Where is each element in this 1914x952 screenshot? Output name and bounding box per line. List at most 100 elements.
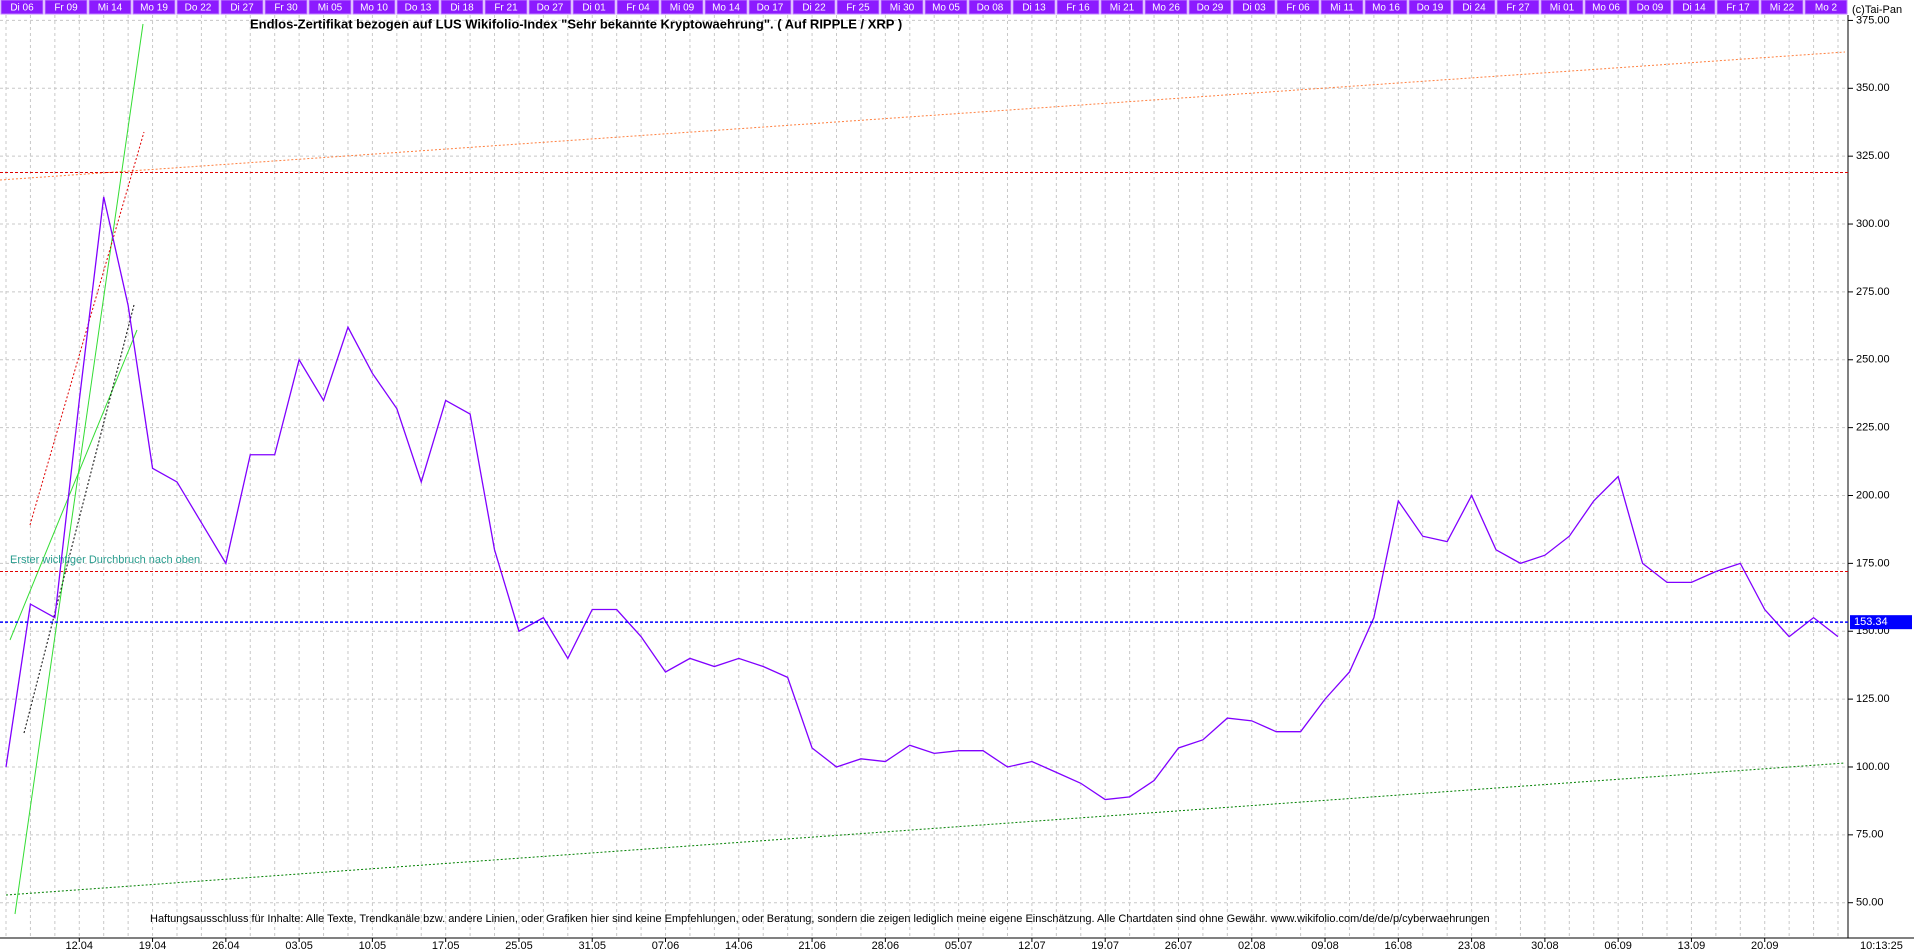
top-label: Mo 19	[140, 3, 168, 14]
top-label: Fr 06	[1286, 3, 1310, 14]
top-label-box	[396, 0, 440, 15]
x-tick-label: 13.09	[1678, 940, 1706, 952]
copyright: (c)Tai-Pan	[1852, 4, 1902, 16]
x-tick-label: 02.08	[1238, 940, 1266, 952]
x-tick-label: 14.06	[725, 940, 753, 952]
top-label: Do 29	[1197, 3, 1224, 14]
top-label-box	[88, 0, 132, 15]
top-label: Fr 17	[1726, 3, 1750, 14]
top-label: Mi 21	[1110, 3, 1135, 14]
x-tick-label: 26.07	[1165, 940, 1193, 952]
top-label-box	[264, 0, 308, 15]
top-label: Di 13	[1022, 3, 1046, 14]
top-label-box	[748, 0, 792, 15]
trend-line	[23, 304, 135, 734]
top-label-box	[1584, 0, 1628, 15]
top-label-box	[1056, 0, 1100, 15]
top-label-box	[1320, 0, 1364, 15]
top-label: Mi 09	[670, 3, 695, 14]
x-tick-label: 12.07	[1018, 940, 1046, 952]
top-label: Di 22	[802, 3, 826, 14]
top-label: Di 03	[1242, 3, 1266, 14]
top-label: Mo 06	[1592, 3, 1620, 14]
top-label-box	[1628, 0, 1672, 15]
top-label-box	[308, 0, 352, 15]
x-tick-label: 10.05	[359, 940, 387, 952]
y-tick-label: 275.00	[1856, 286, 1890, 298]
y-tick-label: 225.00	[1856, 422, 1890, 434]
x-tick-label: 12.04	[66, 940, 94, 952]
top-label-box	[880, 0, 924, 15]
top-label-box	[1672, 0, 1716, 15]
x-tick-label: 28.06	[872, 940, 900, 952]
top-label: Mi 01	[1550, 3, 1575, 14]
y-tick-label: 375.00	[1856, 14, 1890, 26]
annotation: Erster wichtiger Durchbruch nach oben	[10, 554, 200, 566]
x-tick-label: 19.04	[139, 940, 167, 952]
y-tick-label: 75.00	[1856, 829, 1884, 841]
top-label: Fr 30	[274, 3, 298, 14]
top-label: Do 08	[977, 3, 1004, 14]
top-label-box	[440, 0, 484, 15]
top-label: Do 17	[757, 3, 784, 14]
trend-line	[0, 51, 1846, 181]
grid	[0, 15, 1848, 938]
top-label: Fr 25	[846, 3, 870, 14]
top-label: Fr 21	[494, 3, 518, 14]
top-label: Mi 05	[318, 3, 343, 14]
top-label-box	[1760, 0, 1804, 15]
top-label: Do 27	[537, 3, 564, 14]
top-label: Do 13	[405, 3, 432, 14]
top-label-box	[220, 0, 264, 15]
top-label-box	[1540, 0, 1584, 15]
x-tick-label: 05.07	[945, 940, 973, 952]
x-tick-label: 21.06	[798, 940, 826, 952]
top-label-box	[1188, 0, 1232, 15]
top-label-box	[0, 0, 44, 15]
trend-line	[5, 762, 1846, 896]
x-tick-label: 26.04	[212, 940, 240, 952]
top-label: Mi 30	[890, 3, 915, 14]
top-label-box	[132, 0, 176, 15]
top-label: Mo 16	[1372, 3, 1400, 14]
top-label-box	[528, 0, 572, 15]
top-label-box	[1276, 0, 1320, 15]
y-tick-label: 100.00	[1856, 761, 1890, 773]
y-tick-label: 350.00	[1856, 82, 1890, 94]
y-tick-label: 175.00	[1856, 557, 1890, 569]
x-tick-label: 20.09	[1751, 940, 1779, 952]
top-label-box	[616, 0, 660, 15]
top-label-box	[1716, 0, 1760, 15]
x-tick-label: 16.08	[1385, 940, 1413, 952]
chart-title: Endlos-Zertifikat bezogen auf LUS Wikifo…	[250, 16, 902, 31]
y-tick-label: 50.00	[1856, 897, 1884, 909]
top-label-box	[968, 0, 1012, 15]
disclaimer: Haftungsausschluss für Inhalte: Alle Tex…	[150, 913, 1490, 925]
x-tick-label: 06.09	[1604, 940, 1632, 952]
top-label: Fr 27	[1506, 3, 1530, 14]
top-label: Do 19	[1417, 3, 1444, 14]
top-label-box	[1232, 0, 1276, 15]
top-label: Mo 2	[1815, 3, 1838, 14]
top-label-box	[1144, 0, 1188, 15]
top-label: Di 01	[582, 3, 606, 14]
y-tick-label: 125.00	[1856, 693, 1890, 705]
x-tick-label: 31.05	[578, 940, 606, 952]
top-label: Mo 05	[932, 3, 960, 14]
x-tick-label: 03.05	[285, 940, 313, 952]
time: 10:13:25	[1860, 940, 1903, 952]
top-label-box	[572, 0, 616, 15]
y-tick-label: 250.00	[1856, 354, 1890, 366]
top-label: Di 06	[10, 3, 34, 14]
x-tick-label: 25.05	[505, 940, 533, 952]
top-label-box	[44, 0, 88, 15]
top-label: Fr 09	[54, 3, 78, 14]
x-tick-label: 07.06	[652, 940, 680, 952]
top-label-box	[1100, 0, 1144, 15]
top-label: Di 18	[450, 3, 474, 14]
top-label: Mo 26	[1152, 3, 1180, 14]
last-value-label: 153.34	[1854, 616, 1888, 628]
